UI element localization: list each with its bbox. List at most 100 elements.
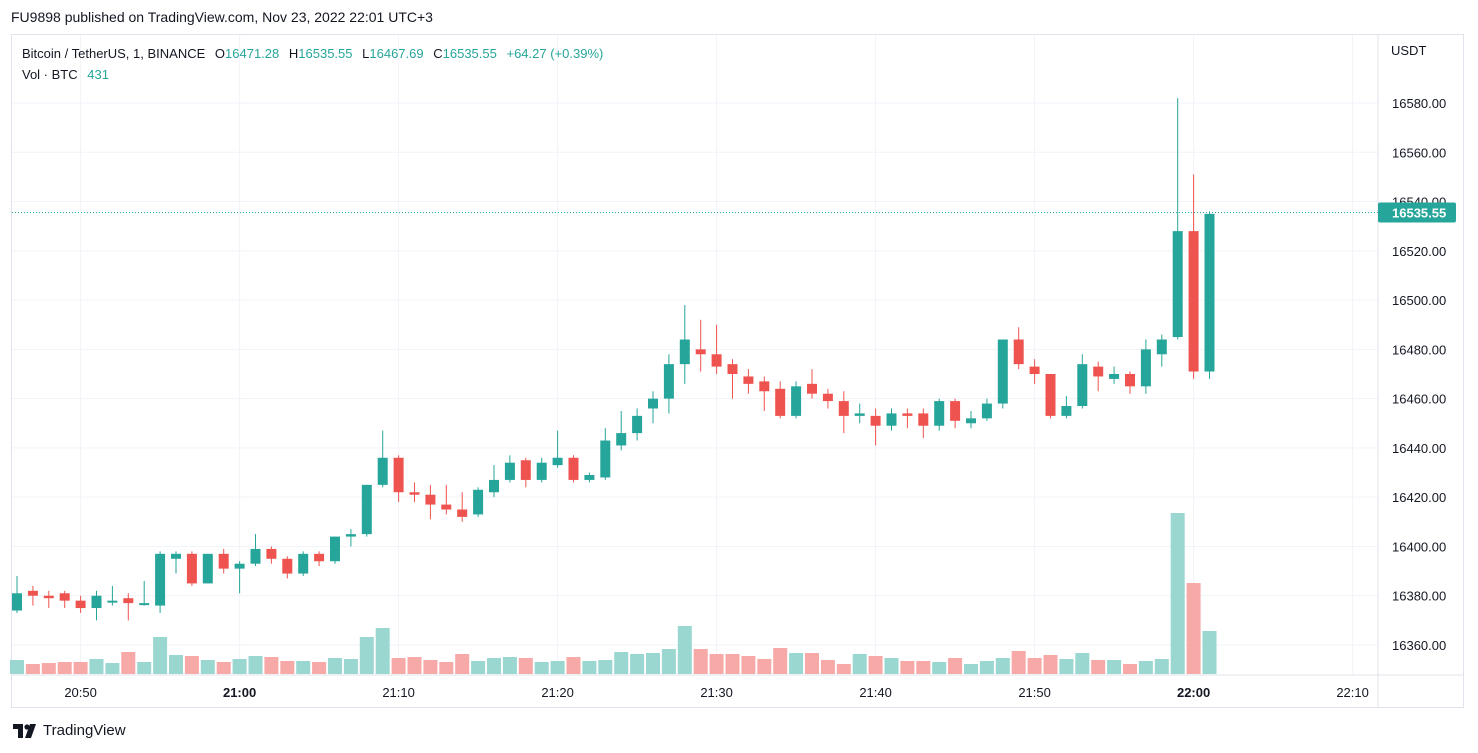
last-price-badge [1378,202,1456,223]
candle-body [425,494,436,505]
candle-body [91,595,102,609]
tradingview-brand[interactable]: TradingView [13,722,126,739]
candle-body [568,457,579,480]
volume-bar [137,662,152,674]
volume-bar [789,653,804,674]
candle-body [1109,374,1120,379]
candle-body [139,603,150,606]
y-tick-label: 16560.00 [1392,145,1446,160]
publish-info: FU9898 published on TradingView.com, Nov… [11,9,433,25]
y-tick-label: 16500.00 [1392,293,1446,308]
volume-bars [10,513,1217,674]
y-tick-label: 16440.00 [1392,441,1446,456]
chart-frame[interactable] [11,34,1464,708]
volume-bar [964,664,978,674]
volume-bar [264,657,279,674]
candle-body [648,398,658,409]
candle-body [1029,366,1040,374]
volume-label[interactable]: Vol · BTC [22,67,78,82]
volume-bar [932,662,947,674]
x-tick-label: 21:30 [700,685,733,700]
candle-body [107,600,118,603]
candle-body [759,381,770,392]
candle-body [250,548,261,564]
candle-body [59,593,70,601]
y-tick-label: 16400.00 [1392,539,1446,554]
candle-body [616,433,627,446]
volume-bar [1154,659,1169,674]
volume-bar [1123,664,1137,674]
volume-bar [741,656,756,674]
volume-bar [153,637,168,674]
candle-body [886,413,897,426]
candle-body [632,415,643,434]
candle-body [1140,349,1151,387]
volume-bar [57,662,72,674]
y-tick-label: 16360.00 [1392,638,1446,653]
ohlc-legend[interactable]: Bitcoin / TetherUS, 1, BINANCE O16471.28… [22,46,603,61]
candle-body [202,553,213,584]
volume-bar [41,663,56,674]
x-tick-label: 22:00 [1177,685,1210,700]
volume-bar [550,661,565,674]
candle-body [663,364,674,399]
volume-bar [1011,651,1026,674]
volume-bar [852,654,867,674]
candle-body [155,553,166,606]
candle-body [234,563,245,569]
volume-legend[interactable]: Vol · BTC 431 [22,67,109,82]
candle-body [950,401,961,421]
volume-bar [89,659,104,674]
candle-body [934,401,945,426]
volume-bar [1202,631,1217,674]
volume-bar [169,655,183,674]
symbol-label[interactable]: Bitcoin / TetherUS, 1, BINANCE [22,46,206,61]
volume-bar [836,664,851,674]
volume-bar [439,662,454,674]
volume-bar [820,660,835,674]
volume-bar [502,657,517,674]
candle-body [377,457,388,485]
volume-bar [423,660,438,674]
candle-body [1188,231,1199,372]
candle-body [552,457,563,466]
volume-bar [646,653,660,674]
volume-bar [121,652,136,674]
volume-bar [184,656,199,674]
volume-bar [328,658,342,674]
volume-bar [709,654,724,674]
close-label: C [433,46,443,61]
candle-body [918,413,929,426]
volume-bar [1186,583,1201,674]
y-tick-label: 16380.00 [1392,589,1446,604]
candle-body [75,600,86,609]
volume-bar [677,626,692,674]
volume-bar [916,661,931,674]
candle-body [489,479,499,493]
volume-bar [359,637,374,674]
y-tick-label: 16580.00 [1392,96,1446,111]
candle-body [345,534,356,537]
volume-bar [614,652,629,674]
volume-bar [582,661,597,674]
candle-body [791,386,802,416]
candle-body [711,354,722,367]
candle-body [807,383,817,394]
candle-body [727,364,738,374]
volume-bar [216,662,231,674]
candle-body [330,536,340,562]
candle-body [504,462,515,480]
volume-bar [773,648,788,674]
volume-bar [661,649,676,674]
volume-bar [407,657,422,674]
volume-bar [534,662,549,674]
high-label: H [288,46,299,61]
volume-bar [10,660,24,674]
candle-body [1125,374,1135,387]
volume-bar [455,654,470,674]
volume-bar [391,658,406,674]
volume-bar [630,654,645,674]
y-tick-label: 16520.00 [1392,244,1446,259]
candle-body [12,593,22,611]
